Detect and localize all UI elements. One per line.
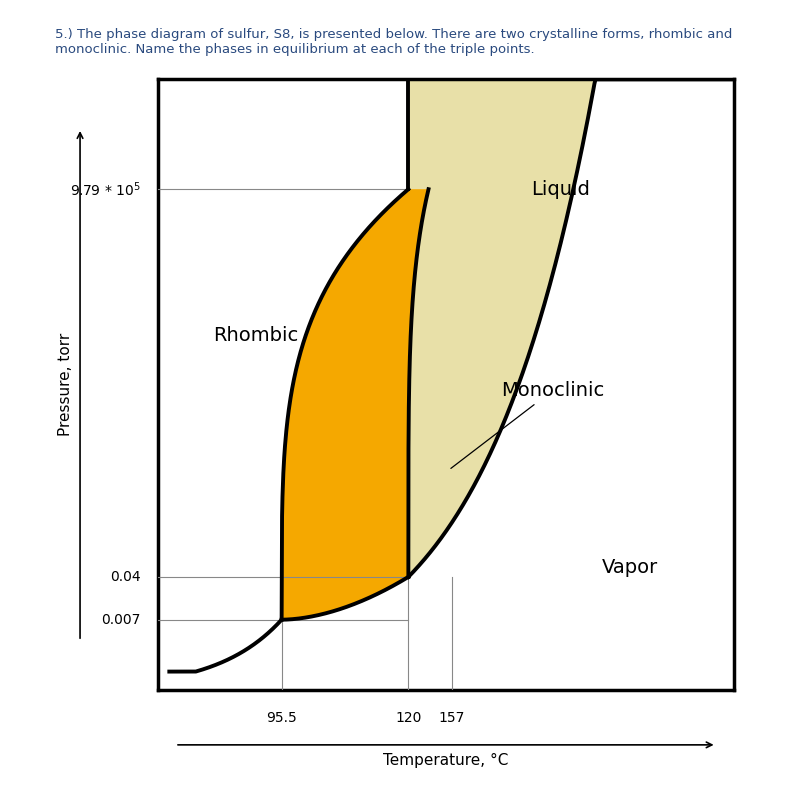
Text: 157: 157: [439, 711, 465, 726]
Text: Rhombic: Rhombic: [213, 326, 298, 345]
Text: Liquid: Liquid: [532, 180, 590, 199]
Text: Pressure, torr: Pressure, torr: [58, 333, 73, 436]
Text: Temperature, °C: Temperature, °C: [383, 753, 508, 768]
Text: Vapor: Vapor: [602, 558, 658, 577]
Text: 95.5: 95.5: [266, 711, 297, 726]
Polygon shape: [282, 190, 428, 619]
Text: Monoclinic: Monoclinic: [451, 381, 604, 469]
Polygon shape: [409, 79, 734, 577]
Text: 120: 120: [395, 711, 421, 726]
Text: 0.04: 0.04: [110, 570, 140, 584]
Text: 0.007: 0.007: [101, 613, 140, 626]
Text: 9.79 * 10$^5$: 9.79 * 10$^5$: [69, 180, 140, 198]
Text: 5.) The phase diagram of sulfur, S8, is presented below. There are two crystalli: 5.) The phase diagram of sulfur, S8, is …: [55, 28, 733, 56]
